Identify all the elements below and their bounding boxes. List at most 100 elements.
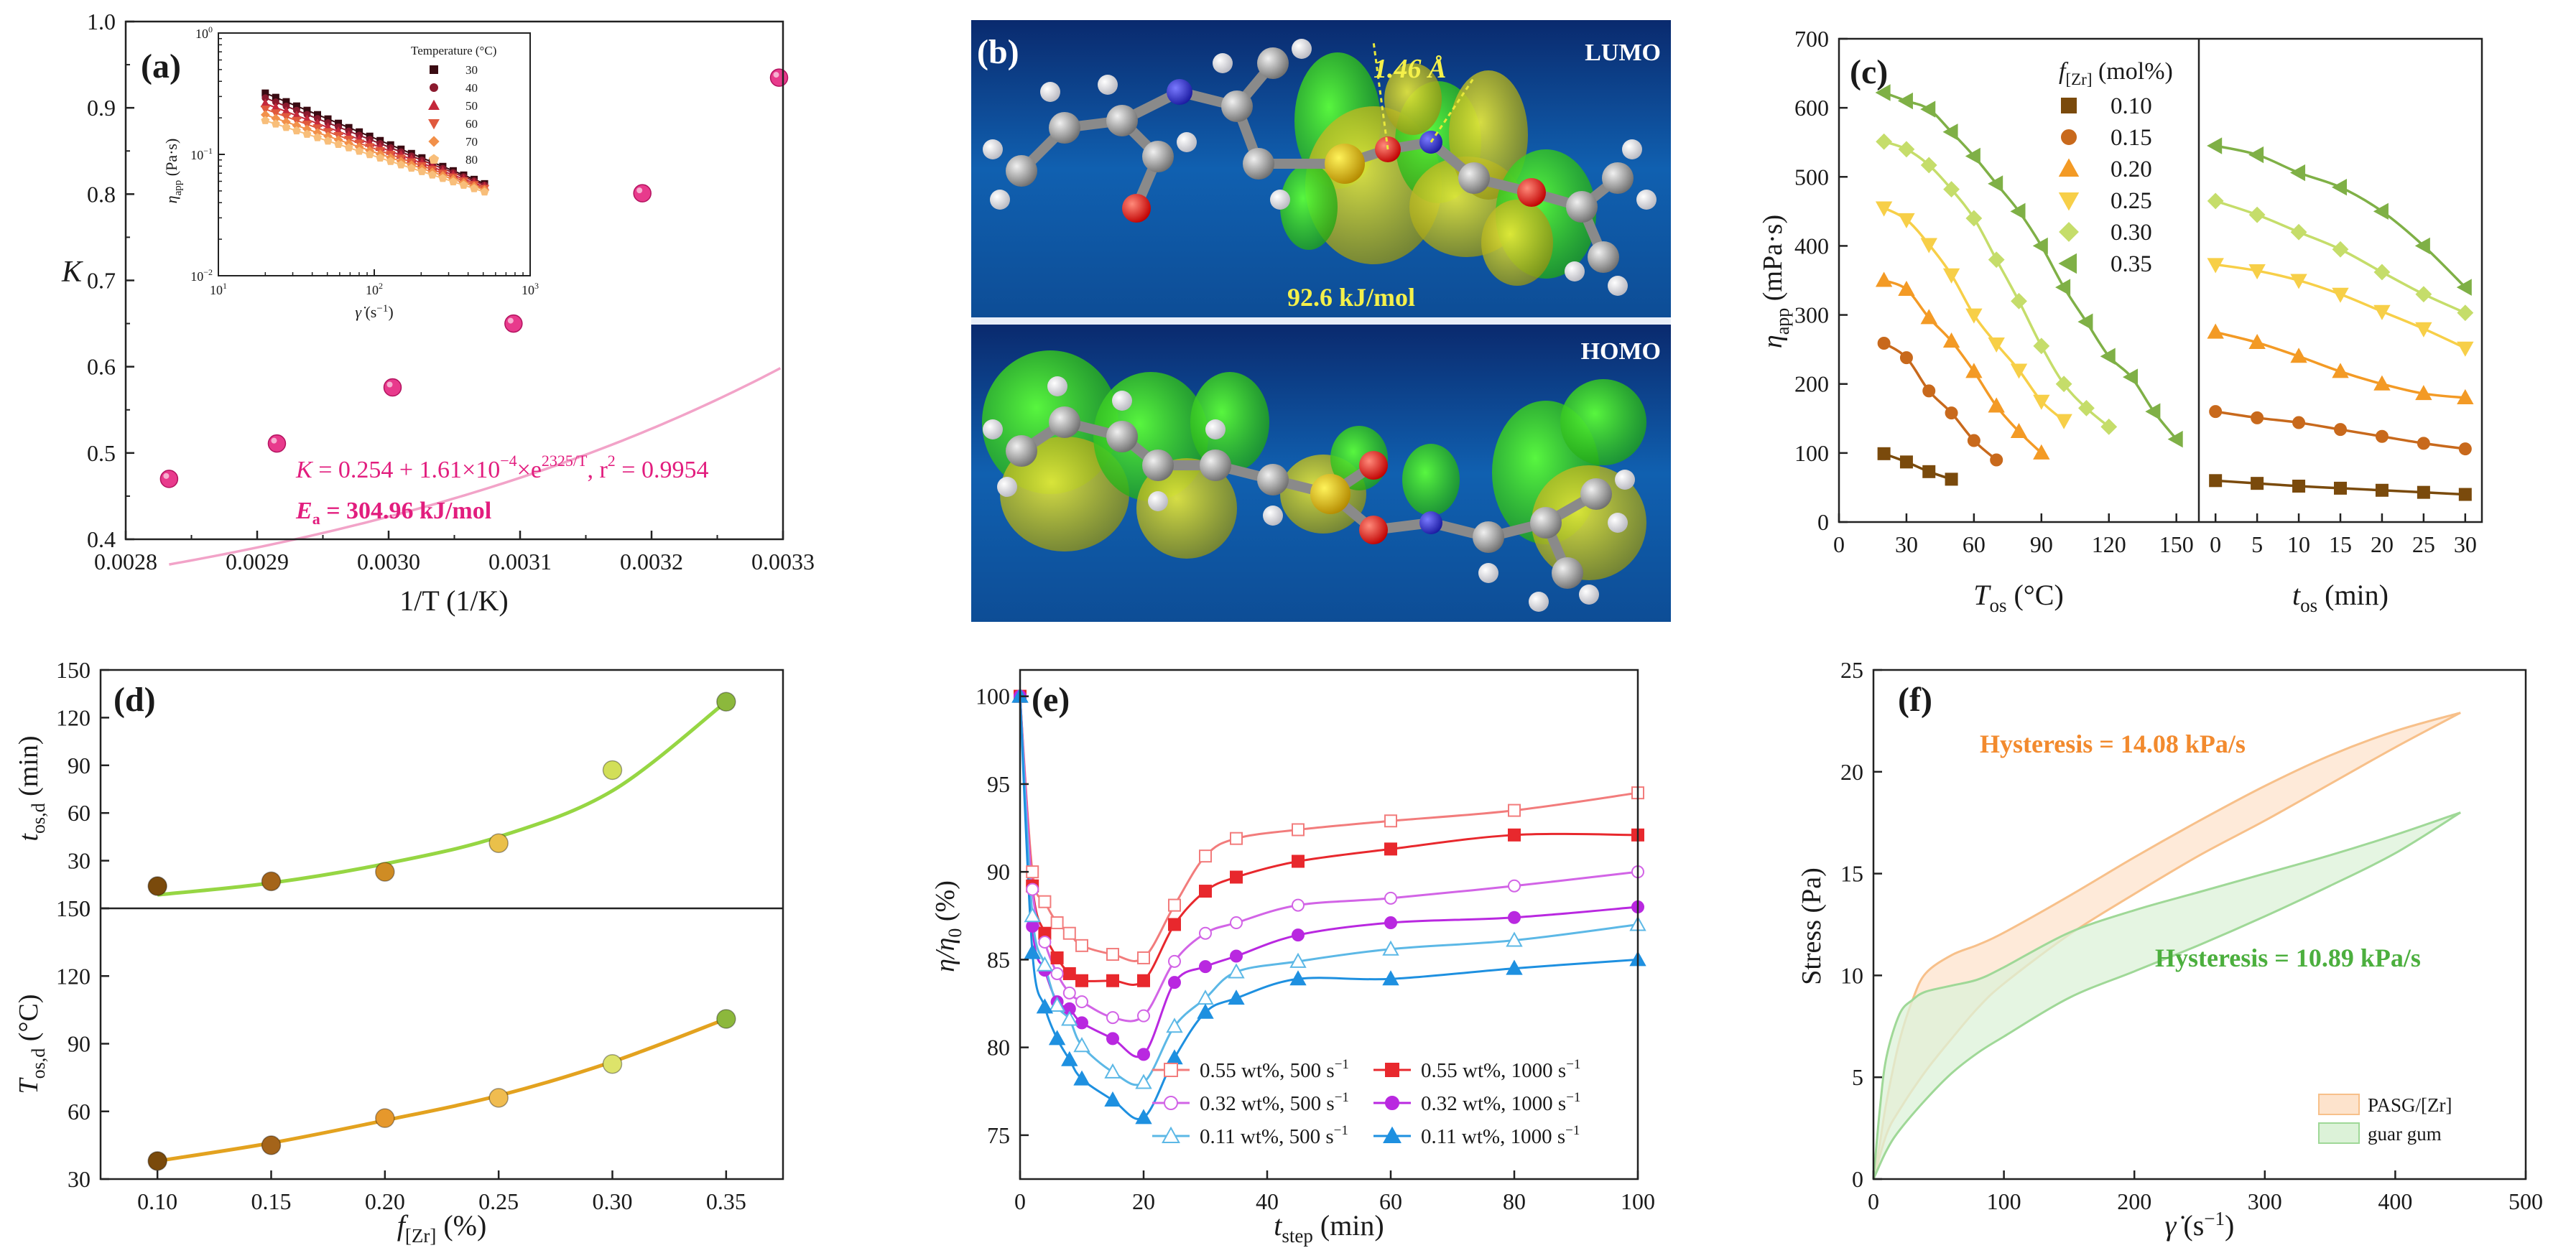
- data-point-c-left: [2123, 368, 2139, 386]
- x-tick-label-c-left: 90: [2030, 531, 2053, 557]
- y-tick-label-c: 600: [1794, 95, 1829, 121]
- data-point-c-right: [2414, 237, 2430, 255]
- inset-x-tick-label: 102: [366, 281, 383, 297]
- y-tick-label-a: 0.6: [87, 354, 116, 380]
- data-point-e: [1166, 1049, 1183, 1065]
- data-point-d-top: [488, 833, 509, 854]
- data-point-e: [1384, 916, 1397, 930]
- data-point-e: [1104, 1091, 1121, 1107]
- data-point-c-right: [2415, 385, 2432, 401]
- hysteresis-area-f: [1873, 712, 2461, 1179]
- hysteresis-annotation-pasg: Hysteresis = 14.08 kPa/s: [1980, 730, 2246, 758]
- data-point-e: [1048, 1030, 1066, 1046]
- bond-indicator-2: [1430, 77, 1475, 143]
- plot-frame-d: [99, 669, 784, 1181]
- data-point-c-right: [2417, 485, 2430, 499]
- data-point-c-left: [1898, 141, 1915, 158]
- data-point-c-right: [2458, 488, 2472, 501]
- data-point-c-left: [2032, 237, 2048, 255]
- data-point-c-right: [2417, 437, 2430, 450]
- legend-label-f: guar gum: [2368, 1123, 2442, 1145]
- data-point-c-left: [2033, 394, 2050, 410]
- legend-label-c: 0.25: [2111, 188, 2152, 214]
- data-point-c-right: [2456, 279, 2472, 296]
- data-point-e: [1026, 883, 1039, 896]
- y-tick-label-d-bottom: 60: [68, 1099, 91, 1124]
- x-tick-label-d: 0.30: [593, 1188, 633, 1214]
- chart-e: 0 20 40 60 80 100 75 80 85 90 95 100 (e) η/η0 (%) t…: [930, 669, 1655, 1247]
- x-axis-label-a: 1/T (1/K): [399, 585, 508, 617]
- inset-legend-marker: [430, 83, 438, 92]
- y-tick-label-e: 95: [987, 771, 1010, 797]
- data-point-e: [1062, 967, 1076, 980]
- data-point-c-left: [1875, 271, 1893, 287]
- data-point-c-right: [2415, 286, 2432, 303]
- y-tick-label-e: 80: [987, 1035, 1010, 1061]
- data-point-c-left: [1945, 472, 1958, 486]
- inset-data-point: [261, 116, 270, 124]
- data-point-e: [1199, 885, 1212, 898]
- chart-a: 0.0028 0.0029 0.0030 0.0031 0.0032 0.0033 0.4 0…: [61, 9, 815, 617]
- y-tick-label-e: 75: [987, 1122, 1010, 1148]
- data-point-d-top: [716, 691, 736, 712]
- x-tick-label-f: 400: [2378, 1188, 2412, 1214]
- data-point-c-left: [1875, 84, 1891, 101]
- molecular-orbital-panel-b: (b) LUMO HOMO 1.46 Å 92.6 kJ/mol: [971, 20, 1671, 622]
- inset-data-point: [386, 157, 395, 165]
- plot-frame-f: [1872, 669, 2527, 1181]
- data-point-c-left: [2078, 399, 2095, 416]
- data-point-highlight-a: [271, 437, 277, 444]
- data-point-c-right: [2209, 474, 2223, 488]
- data-point-e: [1292, 928, 1305, 942]
- data-point-c-right: [2373, 304, 2391, 320]
- data-point-c-right: [2331, 179, 2347, 196]
- data-point-c-right: [2373, 375, 2391, 391]
- data-point-c-right: [2251, 477, 2264, 490]
- data-point-e: [1137, 1048, 1150, 1061]
- inset-legend-marker: [428, 154, 440, 164]
- inset-frame-a: [218, 32, 531, 276]
- data-point-a: [504, 314, 523, 333]
- panel-label-f: (f): [1898, 681, 1932, 719]
- data-point-c-right: [2290, 274, 2307, 289]
- inset-legend-marker: [428, 99, 440, 110]
- data-point-c-left: [1942, 332, 1960, 348]
- data-point-e: [1137, 1009, 1150, 1023]
- chart-c: 0 100 200 300 400 500 600 700 0 30 60 90 120 150 0 5 10 1…: [1758, 26, 2483, 616]
- inset-fit-line: [264, 103, 485, 188]
- data-point-e: [1508, 828, 1521, 842]
- inset-data-point: [282, 123, 291, 131]
- data-point-e: [1199, 926, 1212, 940]
- y-tick-label-c: 200: [1794, 371, 1829, 397]
- data-point-e: [1508, 804, 1521, 817]
- lumo-label: LUMO: [1585, 39, 1661, 66]
- data-point-c-left: [1988, 251, 2005, 269]
- data-point-c-left: [1922, 465, 1936, 478]
- y-tick-label-f: 10: [1840, 962, 1863, 988]
- data-point-e: [1168, 898, 1181, 912]
- data-point-c-right: [2415, 322, 2432, 337]
- data-point-e: [1168, 954, 1181, 968]
- data-point-c-left: [1877, 336, 1891, 350]
- x-tick-label-d: 0.20: [365, 1188, 405, 1214]
- data-point-e: [1050, 916, 1064, 930]
- x-tick-label-e: 20: [1132, 1188, 1155, 1214]
- data-point-c-right: [2207, 323, 2224, 339]
- chart-d: 0.10 0.15 0.20 0.25 0.30 0.35 0 30 60 90 120 150 30 6…: [14, 657, 784, 1247]
- legend-label-e: 0.55 wt%, 500 s−1: [1200, 1057, 1349, 1082]
- y-axis-label-a: K: [61, 256, 83, 289]
- legend-label-c: 0.15: [2111, 125, 2152, 151]
- x-axis-label-c-left: Tos (°C): [1973, 579, 2064, 616]
- inset-data-point: [470, 184, 478, 192]
- x-tick-label-c-left: 150: [2159, 531, 2194, 557]
- legend-label-e: 0.55 wt%, 1000 s−1: [1421, 1057, 1580, 1082]
- panel-label-b: (b): [977, 33, 1019, 71]
- inset-data-point: [397, 160, 406, 169]
- data-point-c-right: [2292, 480, 2306, 493]
- inset-x-tick-label: 103: [522, 281, 539, 297]
- series-line-e: [1019, 696, 1639, 1086]
- legend-marker-c: [2061, 98, 2077, 113]
- data-point-c-left: [1920, 157, 1937, 174]
- x-tick-label-a: 0.0029: [226, 549, 289, 574]
- series-line-e: [1019, 696, 1639, 1023]
